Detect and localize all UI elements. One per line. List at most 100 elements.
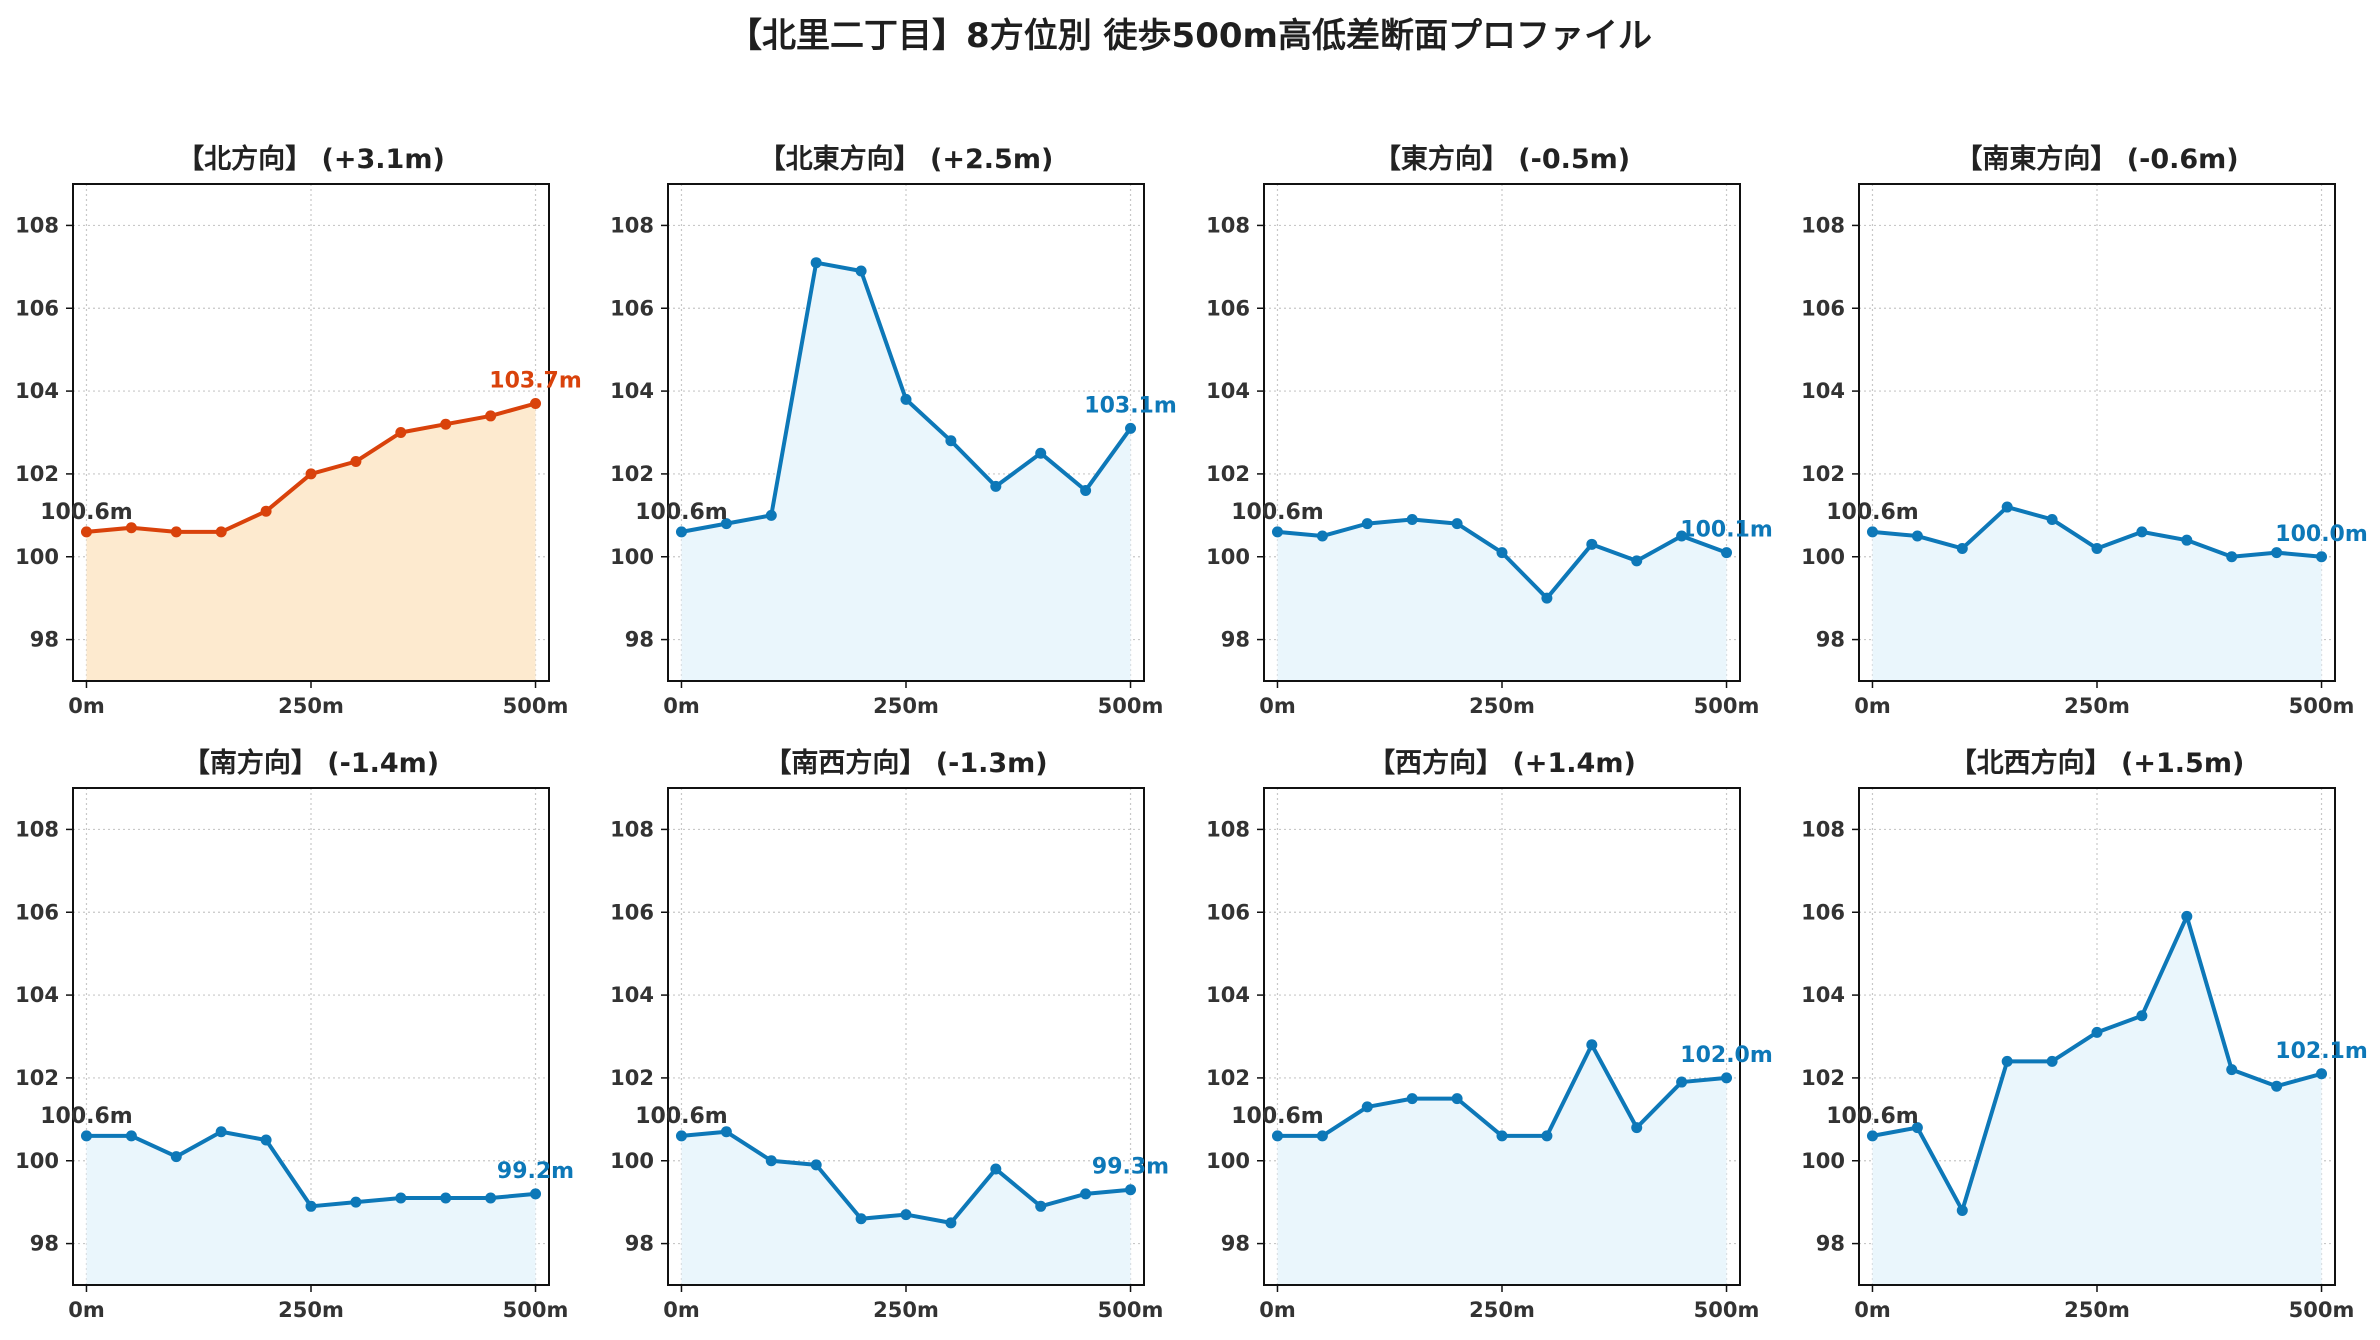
panel-2-point-3	[810, 257, 822, 269]
panel-1-ytick-label-4: 106	[15, 296, 59, 320]
panel-5-point-9	[485, 1192, 497, 1204]
panel-6-point-5	[900, 1209, 912, 1221]
panel-4-ytick-label-0: 98	[1816, 628, 1845, 652]
panel-7-ytick-label-1: 100	[1206, 1149, 1250, 1173]
panel-8-ytick-label-0: 98	[1816, 1232, 1845, 1256]
panel-5-point-5	[305, 1200, 317, 1212]
panel-3-point-0	[1271, 526, 1283, 538]
panel-5-xtick-label-0: 0m	[68, 1298, 105, 1322]
panel-2-point-7	[990, 480, 1002, 492]
panel-2-point-1	[720, 518, 732, 530]
panel-7-point-3	[1406, 1093, 1418, 1105]
panel-8-ytick-label-4: 106	[1801, 900, 1845, 924]
panel-6: 【南西方向】 (-1.3m) 98 100 102 104 106 108 0m 250m 500…	[610, 747, 1169, 1322]
panel-1-ytick-label-5: 108	[15, 213, 59, 237]
panel-3-point-6	[1541, 592, 1553, 604]
panel-1-end-label: 103.7m	[489, 369, 582, 394]
panel-5-point-0	[80, 1130, 92, 1142]
panel-3-xtick-label-2: 500m	[1694, 694, 1760, 718]
panel-1-point-10	[530, 398, 542, 410]
panel-6-point-1	[720, 1126, 732, 1138]
panel-4-start-label: 100.6m	[1826, 500, 1919, 525]
panel-7-point-0	[1271, 1130, 1283, 1142]
panel-4-title: 【南東方向】 (-0.6m)	[1955, 143, 2238, 175]
panel-2-point-4	[855, 265, 867, 277]
panel-5-xtick-label-1: 250m	[278, 1298, 344, 1322]
panel-6-area	[681, 1131, 1131, 1285]
panel-4-xtick-label-2: 500m	[2289, 694, 2355, 718]
panel-3-point-1	[1316, 530, 1328, 542]
panel-3-point-3	[1406, 513, 1418, 525]
panel-5: 【南方向】 (-1.4m) 98 100 102 104 106 108 0m 250m 500m…	[15, 747, 574, 1322]
panel-4-ytick-label-2: 102	[1801, 462, 1845, 486]
panel-7-point-2	[1361, 1101, 1373, 1113]
panel-3-point-2	[1361, 518, 1373, 530]
panel-3-point-10	[1721, 547, 1733, 559]
panel-4-point-6	[2136, 526, 2148, 538]
panel-2-end-label: 103.1m	[1084, 393, 1177, 418]
panel-6-ytick-label-2: 102	[610, 1066, 654, 1090]
panel-2: 【北東方向】 (+2.5m) 98 100 102 104 106 108 0m 250m 500…	[610, 143, 1177, 718]
panel-6-point-4	[855, 1213, 867, 1225]
panel-5-point-6	[350, 1196, 362, 1208]
panel-8-ytick-label-3: 104	[1801, 983, 1845, 1007]
panel-7-point-4	[1451, 1093, 1463, 1105]
panel-1-ytick-label-3: 104	[15, 379, 59, 403]
panel-4-point-8	[2226, 551, 2238, 563]
panel-1-point-6	[350, 455, 362, 467]
panel-5-point-7	[395, 1192, 407, 1204]
panel-4-xtick-label-1: 250m	[2064, 694, 2130, 718]
panel-2-ytick-label-4: 106	[610, 296, 654, 320]
panel-3-end-label: 100.1m	[1680, 518, 1773, 543]
panel-1-point-1	[125, 522, 137, 534]
panel-6-ytick-label-1: 100	[610, 1149, 654, 1173]
panel-8-area	[1872, 916, 2322, 1285]
panel-7-point-1	[1316, 1130, 1328, 1142]
panel-3-point-4	[1451, 518, 1463, 530]
panel-3-xtick-label-1: 250m	[1469, 694, 1535, 718]
panel-3-ytick-label-1: 100	[1206, 545, 1250, 569]
panel-8-point-7	[2181, 910, 2193, 922]
panel-2-xtick-label-0: 0m	[663, 694, 700, 718]
panel-7-point-7	[1586, 1039, 1598, 1051]
panel-7-xtick-label-2: 500m	[1694, 1298, 1760, 1322]
panel-4-ytick-label-4: 106	[1801, 296, 1845, 320]
panel-6-point-2	[765, 1155, 777, 1167]
panel-2-ytick-label-1: 100	[610, 545, 654, 569]
panel-1-area	[86, 403, 536, 681]
panel-4-xtick-label-0: 0m	[1854, 694, 1891, 718]
panel-8-ytick-label-5: 108	[1801, 817, 1845, 841]
panel-8-point-6	[2136, 1010, 2148, 1022]
panel-1-point-3	[215, 526, 227, 538]
panel-7: 【西方向】 (+1.4m) 98 100 102 104 106 108 0m 250m 500m…	[1206, 747, 1773, 1322]
panel-6-point-6	[945, 1217, 957, 1229]
panel-2-title: 【北東方向】 (+2.5m)	[759, 143, 1054, 175]
panel-6-point-0	[675, 1130, 687, 1142]
panel-7-start-label: 100.6m	[1231, 1104, 1324, 1129]
panel-7-point-6	[1541, 1130, 1553, 1142]
panel-3-start-label: 100.6m	[1231, 500, 1324, 525]
panel-7-title: 【西方向】 (+1.4m)	[1368, 747, 1636, 779]
panel-4-point-2	[1956, 542, 1968, 554]
panel-7-point-5	[1496, 1130, 1508, 1142]
panel-1-point-2	[170, 526, 182, 538]
panel-1-point-5	[305, 468, 317, 480]
panel-8-point-8	[2226, 1064, 2238, 1076]
panel-1-point-9	[485, 410, 497, 422]
panel-2-point-6	[945, 435, 957, 447]
panel-1-start-label: 100.6m	[40, 500, 133, 525]
panel-3-xtick-label-0: 0m	[1259, 694, 1296, 718]
panel-2-xtick-label-2: 500m	[1098, 694, 1164, 718]
panel-2-area	[681, 262, 1131, 681]
panel-5-ytick-label-5: 108	[15, 817, 59, 841]
panel-7-point-8	[1631, 1122, 1643, 1134]
panel-6-ytick-label-3: 104	[610, 983, 654, 1007]
panel-1-point-0	[80, 526, 92, 538]
panel-7-ytick-label-2: 102	[1206, 1066, 1250, 1090]
panel-2-ytick-label-3: 104	[610, 379, 654, 403]
panel-5-start-label: 100.6m	[40, 1104, 133, 1129]
panel-8-point-0	[1866, 1130, 1878, 1142]
panel-1-title: 【北方向】 (+3.1m)	[177, 143, 445, 175]
panel-3-ytick-label-5: 108	[1206, 213, 1250, 237]
